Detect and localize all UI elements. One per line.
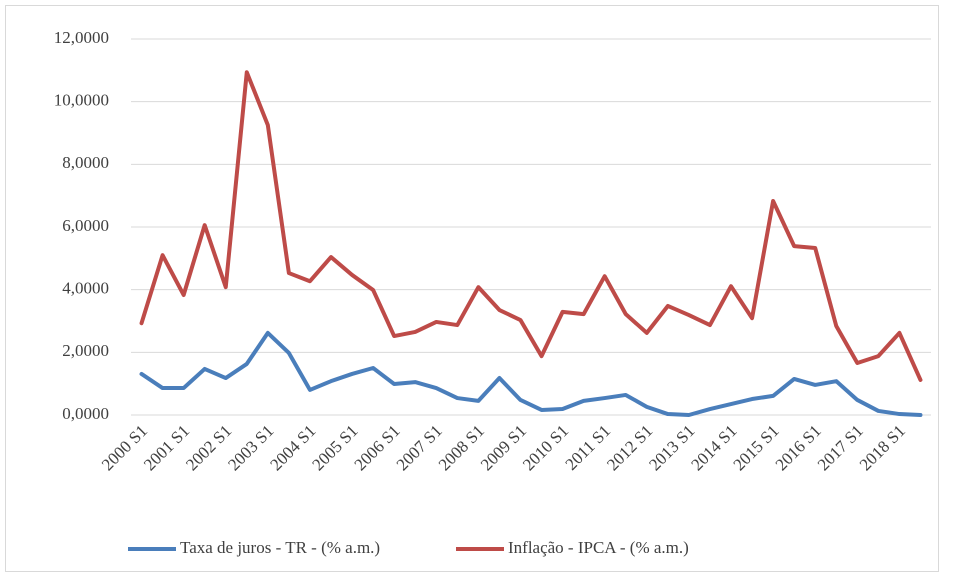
y-tick-label: 0,0000 <box>62 404 109 423</box>
legend-label: Inflação - IPCA - (% a.m.) <box>508 538 689 557</box>
legend-label: Taxa de juros - TR - (% a.m.) <box>180 538 380 557</box>
y-tick-label: 12,0000 <box>54 28 109 47</box>
chart-frame <box>5 5 939 572</box>
y-tick-label: 4,0000 <box>62 279 109 298</box>
y-tick-label: 2,0000 <box>62 341 109 360</box>
y-tick-label: 10,0000 <box>54 91 109 110</box>
series-line <box>139 330 923 417</box>
y-tick-label: 8,0000 <box>62 153 109 172</box>
y-tick-label: 6,0000 <box>62 216 109 235</box>
series-line <box>139 70 923 382</box>
